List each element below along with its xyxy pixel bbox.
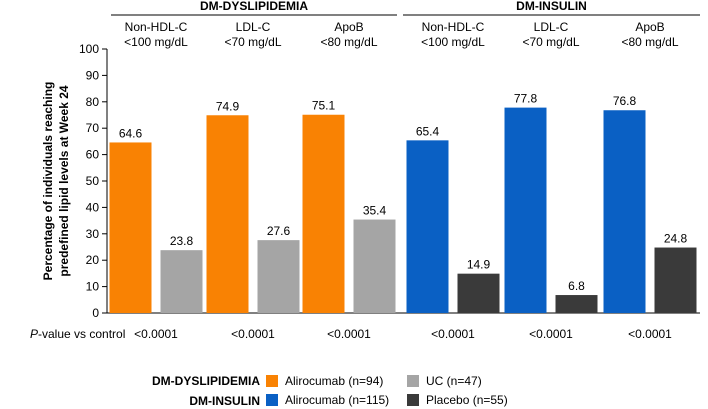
y-tick-label: 20	[86, 253, 100, 267]
legend-group-dyslipidemia: DM-DYSLIPIDEMIA	[152, 374, 260, 388]
bar-control	[457, 273, 500, 313]
y-tick-label: 60	[86, 148, 100, 162]
category-label: <70 mg/dL	[522, 35, 579, 49]
data-label: 64.6	[119, 126, 143, 140]
p-value: <0.0001	[529, 327, 573, 341]
legend-swatch-placebo	[407, 394, 419, 406]
legend-swatch-alirocumab-dyslipidemia	[266, 375, 278, 387]
data-label: 27.6	[267, 224, 291, 238]
bar-active	[109, 142, 152, 313]
p-value: <0.0001	[134, 327, 178, 341]
group-header: DM-DYSLIPIDEMIA	[200, 0, 308, 13]
legend-swatch-alirocumab-insulin	[266, 394, 278, 406]
data-label: 23.8	[170, 234, 194, 248]
category-label: LDL-C	[534, 20, 569, 34]
data-label: 6.8	[568, 279, 585, 293]
bar-control	[654, 247, 697, 313]
bar-control	[353, 219, 396, 313]
data-label: 75.1	[312, 99, 336, 113]
y-tick-label: 30	[86, 227, 100, 241]
y-tick-label: 100	[79, 42, 99, 56]
y-tick-label: 70	[86, 121, 100, 135]
category-label: Non-HDL-C	[422, 20, 485, 34]
legend-group-insulin: DM-INSULIN	[189, 394, 260, 408]
p-value: <0.0001	[327, 327, 371, 341]
data-label: 77.8	[514, 92, 538, 106]
category-label: ApoB	[635, 20, 664, 34]
bar-active	[406, 140, 449, 313]
y-tick-label: 80	[86, 95, 100, 109]
data-label: 14.9	[467, 258, 491, 272]
legend-label-uc: UC (n=47)	[426, 374, 482, 388]
group-header: DM-INSULIN	[516, 0, 587, 13]
y-tick-label: 10	[86, 280, 100, 294]
y-tick-label: 90	[86, 68, 100, 82]
bar-active	[603, 110, 646, 313]
bar-control	[160, 250, 203, 313]
bar-active	[302, 114, 345, 314]
category-label: LDL-C	[236, 20, 271, 34]
legend-swatch-uc	[407, 375, 419, 387]
p-value-row-label-italic: P	[30, 327, 38, 341]
y-tick-label: 50	[86, 174, 100, 188]
data-label: 74.9	[216, 99, 240, 113]
category-label: Non-HDL-C	[125, 20, 188, 34]
category-label: <70 mg/dL	[224, 35, 281, 49]
p-value-row-label: P-value vs control	[30, 327, 125, 341]
bar-control	[257, 240, 300, 313]
y-axis-label-line: Percentage of individuals reaching	[41, 82, 55, 281]
p-value: <0.0001	[231, 327, 275, 341]
category-label: ApoB	[334, 20, 363, 34]
data-label: 24.8	[664, 232, 688, 246]
bar-active	[504, 107, 547, 313]
p-value: <0.0001	[431, 327, 475, 341]
legend-label-alirocumab-insulin: Alirocumab (n=115)	[285, 393, 390, 407]
y-axis-label: Percentage of individuals reaching predef…	[41, 82, 71, 281]
legend-label-alirocumab-dyslipidemia: Alirocumab (n=94)	[285, 374, 384, 388]
category-label: <80 mg/dL	[320, 35, 377, 49]
category-label: <100 mg/dL	[124, 35, 188, 49]
p-value-row-label-rest: -value vs control	[38, 327, 125, 341]
p-value: <0.0001	[628, 327, 672, 341]
data-label: 65.4	[416, 124, 440, 138]
bar-control	[555, 295, 598, 313]
y-tick-label: 40	[86, 200, 100, 214]
category-label: <100 mg/dL	[421, 35, 485, 49]
data-label: 35.4	[363, 204, 387, 218]
bar-active	[206, 115, 249, 313]
legend-label-placebo: Placebo (n=55)	[426, 393, 508, 407]
category-label: <80 mg/dL	[621, 35, 678, 49]
data-label: 76.8	[613, 94, 637, 108]
y-tick-label: 0	[92, 306, 99, 320]
y-axis-label-line: predefined lipid levels at Week 24	[57, 85, 71, 277]
